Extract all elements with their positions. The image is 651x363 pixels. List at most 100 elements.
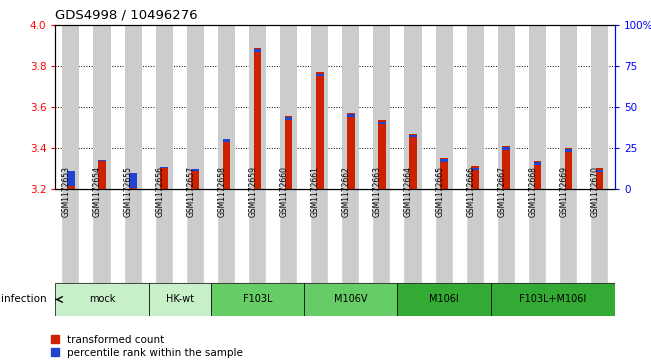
Text: GSM1172663: GSM1172663 — [373, 166, 382, 217]
Bar — [471, 166, 479, 189]
FancyBboxPatch shape — [148, 283, 211, 316]
Bar — [223, 142, 230, 189]
Bar — [498, 25, 515, 189]
Text: HK-wt: HK-wt — [166, 294, 194, 305]
Text: GSM1172668: GSM1172668 — [529, 166, 538, 217]
Bar — [280, 25, 297, 189]
Bar — [503, 146, 510, 189]
Bar — [218, 25, 235, 189]
Bar — [191, 170, 199, 171]
Bar — [534, 162, 541, 165]
Bar — [342, 25, 359, 189]
Text: GSM1172657: GSM1172657 — [186, 166, 195, 217]
FancyBboxPatch shape — [218, 189, 235, 283]
Bar — [254, 49, 261, 52]
FancyBboxPatch shape — [249, 189, 266, 283]
Text: GSM1172654: GSM1172654 — [93, 166, 102, 217]
FancyBboxPatch shape — [404, 189, 422, 283]
Bar — [124, 25, 142, 189]
FancyBboxPatch shape — [398, 283, 491, 316]
Bar — [440, 158, 448, 189]
Bar — [409, 135, 417, 137]
Text: M106I: M106I — [429, 294, 459, 305]
FancyBboxPatch shape — [55, 283, 148, 316]
FancyBboxPatch shape — [280, 189, 297, 283]
Text: infection: infection — [1, 294, 47, 305]
FancyBboxPatch shape — [311, 189, 328, 283]
Bar — [284, 118, 292, 120]
Text: GSM1172660: GSM1172660 — [280, 166, 288, 217]
Bar — [249, 25, 266, 189]
Bar — [67, 171, 75, 186]
Bar — [67, 186, 75, 189]
Text: GSM1172664: GSM1172664 — [404, 166, 413, 217]
Bar — [62, 25, 79, 189]
Bar — [409, 134, 417, 189]
Bar — [98, 160, 106, 161]
FancyBboxPatch shape — [498, 189, 515, 283]
Text: GSM1172667: GSM1172667 — [497, 166, 506, 217]
Text: M106V: M106V — [334, 294, 368, 305]
Bar — [156, 25, 173, 189]
Text: GSM1172669: GSM1172669 — [560, 166, 568, 217]
Bar — [94, 25, 111, 189]
Bar — [374, 25, 391, 189]
FancyBboxPatch shape — [529, 189, 546, 283]
Text: GSM1172658: GSM1172658 — [217, 166, 227, 217]
Bar — [596, 170, 603, 172]
FancyBboxPatch shape — [62, 189, 79, 283]
Text: GDS4998 / 10496276: GDS4998 / 10496276 — [55, 9, 198, 22]
Bar — [160, 168, 168, 189]
Text: mock: mock — [89, 294, 115, 305]
FancyBboxPatch shape — [156, 189, 173, 283]
Text: GSM1172661: GSM1172661 — [311, 166, 320, 217]
Bar — [471, 167, 479, 170]
Bar — [564, 149, 572, 152]
Bar — [596, 168, 603, 189]
Legend: transformed count, percentile rank within the sample: transformed count, percentile rank withi… — [51, 335, 243, 358]
Text: GSM1172662: GSM1172662 — [342, 166, 351, 217]
Bar — [284, 116, 292, 189]
Bar — [130, 174, 137, 188]
Bar — [347, 113, 355, 189]
FancyBboxPatch shape — [560, 189, 577, 283]
Bar — [311, 25, 328, 189]
Bar — [316, 72, 324, 189]
FancyBboxPatch shape — [342, 189, 359, 283]
Bar — [404, 25, 422, 189]
FancyBboxPatch shape — [491, 283, 615, 316]
Bar — [467, 25, 484, 189]
Bar — [187, 25, 204, 189]
Text: F103L+M106I: F103L+M106I — [519, 294, 587, 305]
Text: GSM1172659: GSM1172659 — [249, 166, 258, 217]
Bar — [130, 188, 137, 189]
Bar — [529, 25, 546, 189]
Text: GSM1172665: GSM1172665 — [435, 166, 444, 217]
Bar — [160, 167, 168, 168]
Text: GSM1172655: GSM1172655 — [124, 166, 133, 217]
Text: GSM1172666: GSM1172666 — [466, 166, 475, 217]
Bar — [591, 25, 608, 189]
Text: F103L: F103L — [243, 294, 272, 305]
Bar — [534, 161, 541, 189]
Bar — [347, 114, 355, 117]
Bar — [436, 25, 452, 189]
FancyBboxPatch shape — [187, 189, 204, 283]
Bar — [254, 48, 261, 189]
Text: GSM1172670: GSM1172670 — [590, 166, 600, 217]
Bar — [223, 139, 230, 142]
FancyBboxPatch shape — [591, 189, 608, 283]
Bar — [503, 147, 510, 150]
FancyBboxPatch shape — [374, 189, 391, 283]
Bar — [440, 159, 448, 162]
FancyBboxPatch shape — [124, 189, 142, 283]
Text: GSM1172656: GSM1172656 — [155, 166, 164, 217]
Bar — [560, 25, 577, 189]
FancyBboxPatch shape — [436, 189, 452, 283]
FancyBboxPatch shape — [211, 283, 304, 316]
Bar — [316, 74, 324, 76]
Text: GSM1172653: GSM1172653 — [62, 166, 71, 217]
Bar — [191, 171, 199, 189]
Bar — [564, 148, 572, 189]
Bar — [378, 121, 386, 189]
